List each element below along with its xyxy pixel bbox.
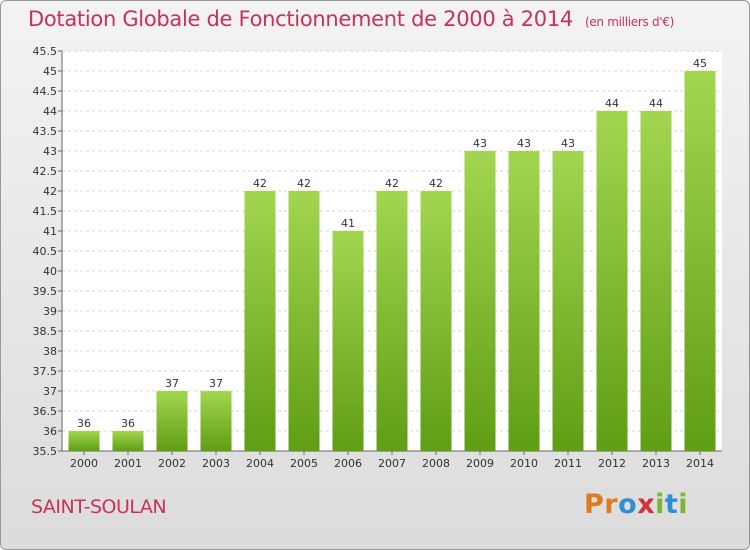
bar (508, 151, 540, 451)
x-tick-label: 2009 (466, 457, 494, 470)
y-tick-label: 38.5 (33, 325, 58, 338)
y-tick-label: 44.5 (33, 85, 58, 98)
bar (552, 151, 584, 451)
data-label: 37 (165, 377, 179, 390)
data-label: 44 (649, 97, 663, 110)
x-tick-label: 2002 (158, 457, 186, 470)
town-name: SAINT-SOULAN (31, 496, 167, 518)
brand-letter: i (678, 489, 689, 520)
brand-letter: i (655, 489, 665, 520)
data-label: 42 (385, 177, 399, 190)
y-tick-label: 44 (43, 105, 57, 118)
data-label: 44 (605, 97, 619, 110)
y-tick-label: 42.5 (33, 165, 58, 178)
data-label: 42 (297, 177, 311, 190)
bar (156, 391, 188, 451)
x-tick-label: 2014 (686, 457, 714, 470)
data-label: 41 (341, 217, 355, 230)
y-tick-label: 43 (43, 145, 57, 158)
x-tick-label: 2008 (422, 457, 450, 470)
chart-title-text: Dotation Globale de Fonctionnement de 20… (28, 7, 573, 31)
y-tick-label: 43.5 (33, 125, 58, 138)
bar (244, 191, 276, 451)
proxiti-logo: Proxiti (584, 489, 688, 520)
y-tick-label: 42 (43, 185, 57, 198)
y-tick-label: 39.5 (33, 285, 58, 298)
data-label: 43 (517, 137, 531, 150)
data-label: 43 (473, 137, 487, 150)
y-tick-label: 41.5 (33, 205, 58, 218)
y-tick-label: 39 (43, 305, 57, 318)
data-label: 36 (77, 417, 91, 430)
data-label: 43 (561, 137, 575, 150)
y-tick-label: 40 (43, 265, 57, 278)
bar (596, 111, 628, 451)
x-tick-label: 2000 (70, 457, 98, 470)
x-tick-label: 2013 (642, 457, 670, 470)
chart-unit-note: (en milliers d'€) (584, 15, 674, 29)
y-tick-label: 36 (43, 425, 57, 438)
y-tick-label: 38 (43, 345, 57, 358)
brand-letter: P (584, 489, 605, 520)
bar (464, 151, 496, 451)
x-tick-label: 2004 (246, 457, 274, 470)
brand-letter: t (664, 489, 679, 520)
x-tick-label: 2001 (114, 457, 142, 470)
y-tick-label: 41 (43, 225, 57, 238)
bar (68, 431, 100, 451)
x-tick-label: 2003 (202, 457, 230, 470)
y-tick-label: 40.5 (33, 245, 58, 258)
bar (684, 71, 716, 451)
bar (420, 191, 452, 451)
brand-letter: x (637, 489, 656, 520)
y-tick-label: 37 (43, 385, 57, 398)
x-tick-label: 2006 (334, 457, 362, 470)
data-label: 37 (209, 377, 223, 390)
bar (332, 231, 364, 451)
chart-title: Dotation Globale de Fonctionnement de 20… (28, 7, 674, 31)
y-tick-label: 45.5 (33, 45, 58, 58)
bar (288, 191, 320, 451)
x-tick-label: 2007 (378, 457, 406, 470)
y-tick-label: 35.5 (33, 445, 58, 458)
data-label: 45 (693, 57, 707, 70)
bar (640, 111, 672, 451)
brand-letter: o (618, 489, 638, 520)
data-label: 36 (121, 417, 135, 430)
y-tick-label: 36.5 (33, 405, 58, 418)
y-tick-label: 45 (43, 65, 57, 78)
bar (200, 391, 232, 451)
data-label: 42 (253, 177, 267, 190)
bar (376, 191, 408, 451)
bar (112, 431, 144, 451)
x-tick-label: 2012 (598, 457, 626, 470)
x-tick-label: 2005 (290, 457, 318, 470)
brand-letter: r (604, 489, 619, 520)
x-tick-label: 2010 (510, 457, 538, 470)
y-tick-label: 37.5 (33, 365, 58, 378)
x-tick-label: 2011 (554, 457, 582, 470)
data-label: 42 (429, 177, 443, 190)
